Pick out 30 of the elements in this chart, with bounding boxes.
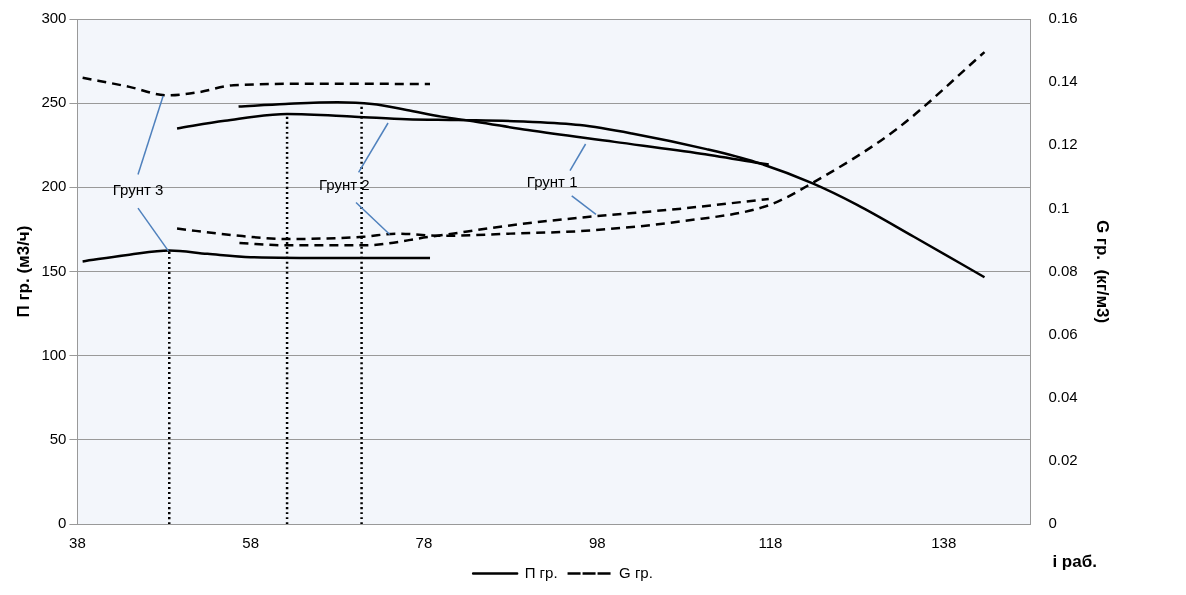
annotation: Грунт 2 [318,175,370,193]
y-tick-label: 100 [41,345,67,363]
x-tick-label: 38 [69,534,86,552]
y2-tick-label: 0.12 [1048,135,1078,153]
y2-tick-label: 0.1 [1048,198,1070,216]
y-tick-label: 150 [41,261,67,279]
legend-label: П гр. [524,563,558,581]
annotation: Грунт 3 [112,181,164,199]
y2-tick-label: 0.16 [1048,9,1078,27]
x-tick-label: 138 [931,534,957,552]
y-tick-label: 50 [49,429,67,447]
y-axis-title: П гр. (м3/ч) [13,225,33,318]
x-tick-label: 58 [242,534,260,552]
y-tick-label: 250 [41,93,67,111]
y2-tick-label: 0 [1048,514,1057,532]
x-tick-label: 78 [415,534,433,552]
y2-tick-label: 0.06 [1048,324,1078,342]
y2-axis-title: G гр. (кг/м3) [1093,219,1113,324]
legend-label: G гр. [619,563,653,581]
x-tick-label: 118 [758,534,783,552]
y2-tick-label: 0.08 [1048,261,1078,279]
x-tick-label: 98 [588,534,606,552]
y2-tick-label: 0.02 [1048,451,1078,469]
y-tick-label: 200 [41,177,67,195]
annotation: Грунт 1 [526,173,578,191]
x-axis-title: i раб. [1052,551,1097,571]
y2-tick-label: 0.04 [1048,387,1078,405]
y-tick-label: 0 [58,514,67,532]
y2-tick-label: 0.14 [1048,72,1078,90]
y-tick-label: 300 [41,9,67,27]
